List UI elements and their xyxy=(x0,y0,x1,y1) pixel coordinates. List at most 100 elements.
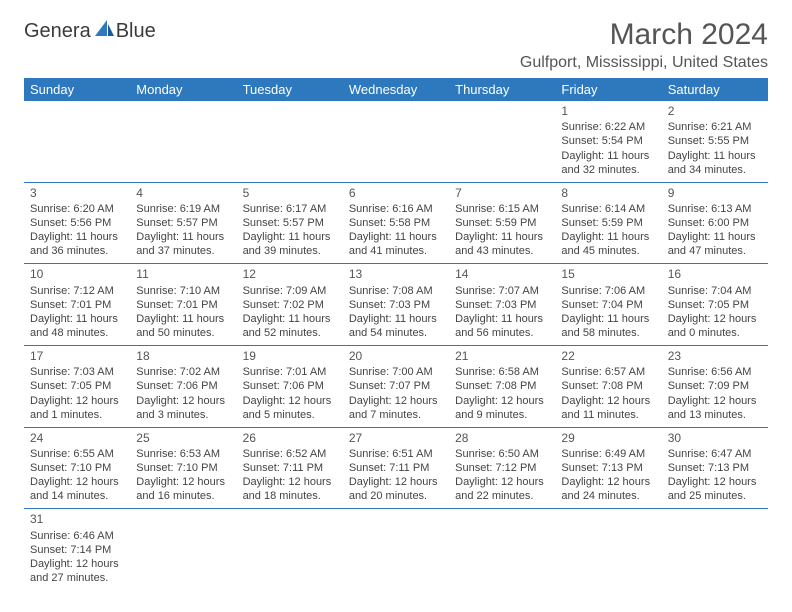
calendar-week: 10Sunrise: 7:12 AMSunset: 7:01 PMDayligh… xyxy=(24,264,768,346)
calendar-day: 26Sunrise: 6:52 AMSunset: 7:11 PMDayligh… xyxy=(237,427,343,509)
sunset-line: Sunset: 7:11 PM xyxy=(243,461,337,475)
sunrise-line: Sunrise: 7:03 AM xyxy=(30,365,124,379)
sunrise-line: Sunrise: 6:17 AM xyxy=(243,202,337,216)
sunrise-line: Sunrise: 6:51 AM xyxy=(349,447,443,461)
sunrise-line: Sunrise: 7:07 AM xyxy=(455,284,549,298)
day-number: 26 xyxy=(243,431,337,446)
daylight-line: Daylight: 12 hours and 11 minutes. xyxy=(561,394,655,422)
daylight-line: Daylight: 12 hours and 16 minutes. xyxy=(136,475,230,503)
calendar-day: 30Sunrise: 6:47 AMSunset: 7:13 PMDayligh… xyxy=(662,427,768,509)
day-number: 10 xyxy=(30,267,124,282)
calendar-week: 24Sunrise: 6:55 AMSunset: 7:10 PMDayligh… xyxy=(24,427,768,509)
sunset-line: Sunset: 7:06 PM xyxy=(243,379,337,393)
daylight-line: Daylight: 11 hours and 50 minutes. xyxy=(136,312,230,340)
daylight-line: Daylight: 12 hours and 14 minutes. xyxy=(30,475,124,503)
daylight-line: Daylight: 12 hours and 18 minutes. xyxy=(243,475,337,503)
calendar-day: 16Sunrise: 7:04 AMSunset: 7:05 PMDayligh… xyxy=(662,264,768,346)
sunrise-line: Sunrise: 6:47 AM xyxy=(668,447,762,461)
sunrise-line: Sunrise: 6:53 AM xyxy=(136,447,230,461)
daylight-line: Daylight: 12 hours and 25 minutes. xyxy=(668,475,762,503)
sunset-line: Sunset: 5:59 PM xyxy=(455,216,549,230)
sunrise-line: Sunrise: 6:14 AM xyxy=(561,202,655,216)
sunset-line: Sunset: 5:58 PM xyxy=(349,216,443,230)
sunrise-line: Sunrise: 6:21 AM xyxy=(668,120,762,134)
calendar-day: 19Sunrise: 7:01 AMSunset: 7:06 PMDayligh… xyxy=(237,346,343,428)
sunrise-line: Sunrise: 7:00 AM xyxy=(349,365,443,379)
title-block: March 2024 Gulfport, Mississippi, United… xyxy=(520,18,768,72)
sunset-line: Sunset: 7:03 PM xyxy=(455,298,549,312)
day-number: 28 xyxy=(455,431,549,446)
location: Gulfport, Mississippi, United States xyxy=(520,54,768,72)
sunset-line: Sunset: 5:56 PM xyxy=(30,216,124,230)
calendar-day: 17Sunrise: 7:03 AMSunset: 7:05 PMDayligh… xyxy=(24,346,130,428)
daylight-line: Daylight: 11 hours and 48 minutes. xyxy=(30,312,124,340)
daylight-line: Daylight: 12 hours and 24 minutes. xyxy=(561,475,655,503)
calendar-week: 1Sunrise: 6:22 AMSunset: 5:54 PMDaylight… xyxy=(24,101,768,182)
daylight-line: Daylight: 12 hours and 7 minutes. xyxy=(349,394,443,422)
day-number: 17 xyxy=(30,349,124,364)
logo-text-1: Genera xyxy=(24,20,91,43)
day-header: Thursday xyxy=(449,78,555,101)
calendar-day: 29Sunrise: 6:49 AMSunset: 7:13 PMDayligh… xyxy=(555,427,661,509)
day-number: 16 xyxy=(668,267,762,282)
calendar-day-empty xyxy=(237,101,343,182)
sunset-line: Sunset: 5:54 PM xyxy=(561,134,655,148)
day-number: 1 xyxy=(561,104,655,119)
calendar-day-empty xyxy=(449,509,555,590)
day-number: 13 xyxy=(349,267,443,282)
day-number: 29 xyxy=(561,431,655,446)
sunset-line: Sunset: 7:13 PM xyxy=(668,461,762,475)
sunset-line: Sunset: 5:57 PM xyxy=(136,216,230,230)
sunrise-line: Sunrise: 6:52 AM xyxy=(243,447,337,461)
sunrise-line: Sunrise: 7:02 AM xyxy=(136,365,230,379)
logo-text-2: Blue xyxy=(116,20,156,43)
calendar-day: 9Sunrise: 6:13 AMSunset: 6:00 PMDaylight… xyxy=(662,182,768,264)
sunrise-line: Sunrise: 6:50 AM xyxy=(455,447,549,461)
sunrise-line: Sunrise: 7:10 AM xyxy=(136,284,230,298)
day-number: 7 xyxy=(455,186,549,201)
day-number: 3 xyxy=(30,186,124,201)
calendar-day: 31Sunrise: 6:46 AMSunset: 7:14 PMDayligh… xyxy=(24,509,130,590)
sunset-line: Sunset: 7:13 PM xyxy=(561,461,655,475)
day-number: 12 xyxy=(243,267,337,282)
calendar-week: 17Sunrise: 7:03 AMSunset: 7:05 PMDayligh… xyxy=(24,346,768,428)
calendar-day: 24Sunrise: 6:55 AMSunset: 7:10 PMDayligh… xyxy=(24,427,130,509)
sunrise-line: Sunrise: 7:08 AM xyxy=(349,284,443,298)
daylight-line: Daylight: 11 hours and 56 minutes. xyxy=(455,312,549,340)
day-header: Sunday xyxy=(24,78,130,101)
day-number: 14 xyxy=(455,267,549,282)
sunset-line: Sunset: 7:01 PM xyxy=(136,298,230,312)
calendar-day: 5Sunrise: 6:17 AMSunset: 5:57 PMDaylight… xyxy=(237,182,343,264)
sunset-line: Sunset: 7:12 PM xyxy=(455,461,549,475)
day-number: 4 xyxy=(136,186,230,201)
sunrise-line: Sunrise: 7:01 AM xyxy=(243,365,337,379)
daylight-line: Daylight: 12 hours and 20 minutes. xyxy=(349,475,443,503)
day-number: 25 xyxy=(136,431,230,446)
calendar-table: SundayMondayTuesdayWednesdayThursdayFrid… xyxy=(24,78,768,590)
calendar-day: 27Sunrise: 6:51 AMSunset: 7:11 PMDayligh… xyxy=(343,427,449,509)
day-number: 30 xyxy=(668,431,762,446)
calendar-day: 12Sunrise: 7:09 AMSunset: 7:02 PMDayligh… xyxy=(237,264,343,346)
sunset-line: Sunset: 7:09 PM xyxy=(668,379,762,393)
sunset-line: Sunset: 7:08 PM xyxy=(455,379,549,393)
daylight-line: Daylight: 12 hours and 5 minutes. xyxy=(243,394,337,422)
calendar-day-empty xyxy=(130,509,236,590)
sunrise-line: Sunrise: 6:57 AM xyxy=(561,365,655,379)
sunrise-line: Sunrise: 7:12 AM xyxy=(30,284,124,298)
day-header: Wednesday xyxy=(343,78,449,101)
daylight-line: Daylight: 11 hours and 39 minutes. xyxy=(243,230,337,258)
day-header: Saturday xyxy=(662,78,768,101)
daylight-line: Daylight: 11 hours and 32 minutes. xyxy=(561,149,655,177)
sunrise-line: Sunrise: 6:55 AM xyxy=(30,447,124,461)
day-number: 9 xyxy=(668,186,762,201)
sunrise-line: Sunrise: 6:20 AM xyxy=(30,202,124,216)
sunrise-line: Sunrise: 6:16 AM xyxy=(349,202,443,216)
calendar-day-empty xyxy=(662,509,768,590)
calendar-day-empty xyxy=(343,101,449,182)
sunrise-line: Sunrise: 6:13 AM xyxy=(668,202,762,216)
calendar-day: 25Sunrise: 6:53 AMSunset: 7:10 PMDayligh… xyxy=(130,427,236,509)
sunrise-line: Sunrise: 6:15 AM xyxy=(455,202,549,216)
daylight-line: Daylight: 11 hours and 41 minutes. xyxy=(349,230,443,258)
sunrise-line: Sunrise: 6:19 AM xyxy=(136,202,230,216)
sunrise-line: Sunrise: 7:09 AM xyxy=(243,284,337,298)
